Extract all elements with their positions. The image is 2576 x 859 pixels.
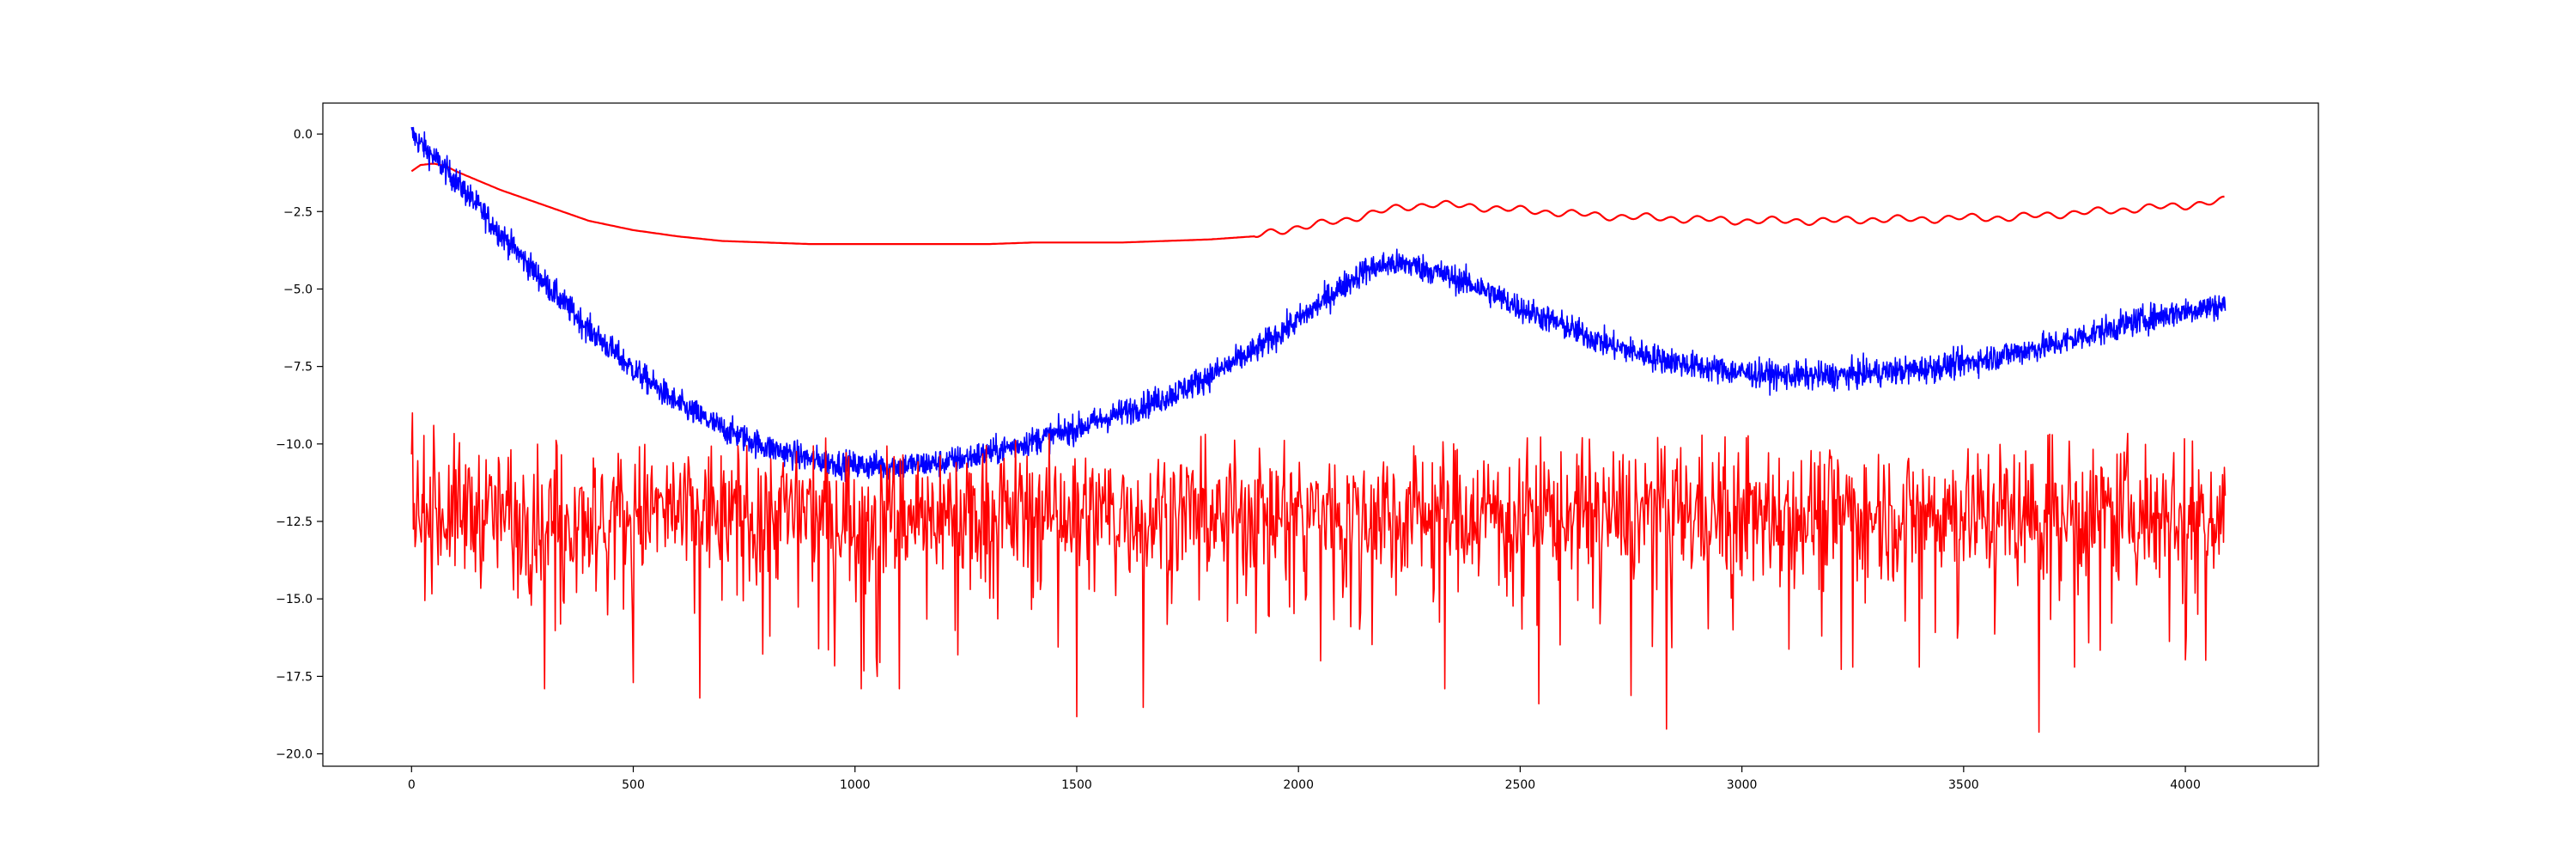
plot-frame [322, 102, 2319, 767]
y-tick-label: −7.5 [283, 361, 313, 375]
series-layer [410, 126, 2227, 734]
y-tick-label: −5.0 [283, 283, 313, 296]
y-tick-label: −12.5 [276, 515, 313, 529]
y-tick-label: −10.0 [276, 438, 313, 452]
x-tick-label: 2500 [1505, 778, 1536, 792]
y-tick-label: −2.5 [283, 205, 313, 219]
series-line-1 [410, 162, 2225, 246]
x-tick-label: 0 [408, 778, 416, 792]
x-tick-label: 3000 [1727, 778, 1758, 792]
x-tick-label: 1500 [1061, 778, 1092, 792]
y-tick-label: −17.5 [276, 670, 313, 684]
x-tick-label: 500 [622, 778, 645, 792]
x-tick-label: 1000 [840, 778, 871, 792]
y-tick-label: −20.0 [276, 748, 313, 762]
y-tick-label: −15.0 [276, 593, 313, 606]
y-tick-label: 0.0 [294, 128, 313, 142]
x-tick-label: 2000 [1283, 778, 1314, 792]
x-tick-label: 3500 [1948, 778, 1979, 792]
series-line-3 [410, 411, 2227, 734]
axes-layer: 0 500 1000 1500 2000 2500 3000 3500 4000 0.0 −2.5 −… [276, 128, 2201, 792]
x-tick-label: 4000 [2170, 778, 2201, 792]
series-line-2 [410, 126, 2227, 483]
